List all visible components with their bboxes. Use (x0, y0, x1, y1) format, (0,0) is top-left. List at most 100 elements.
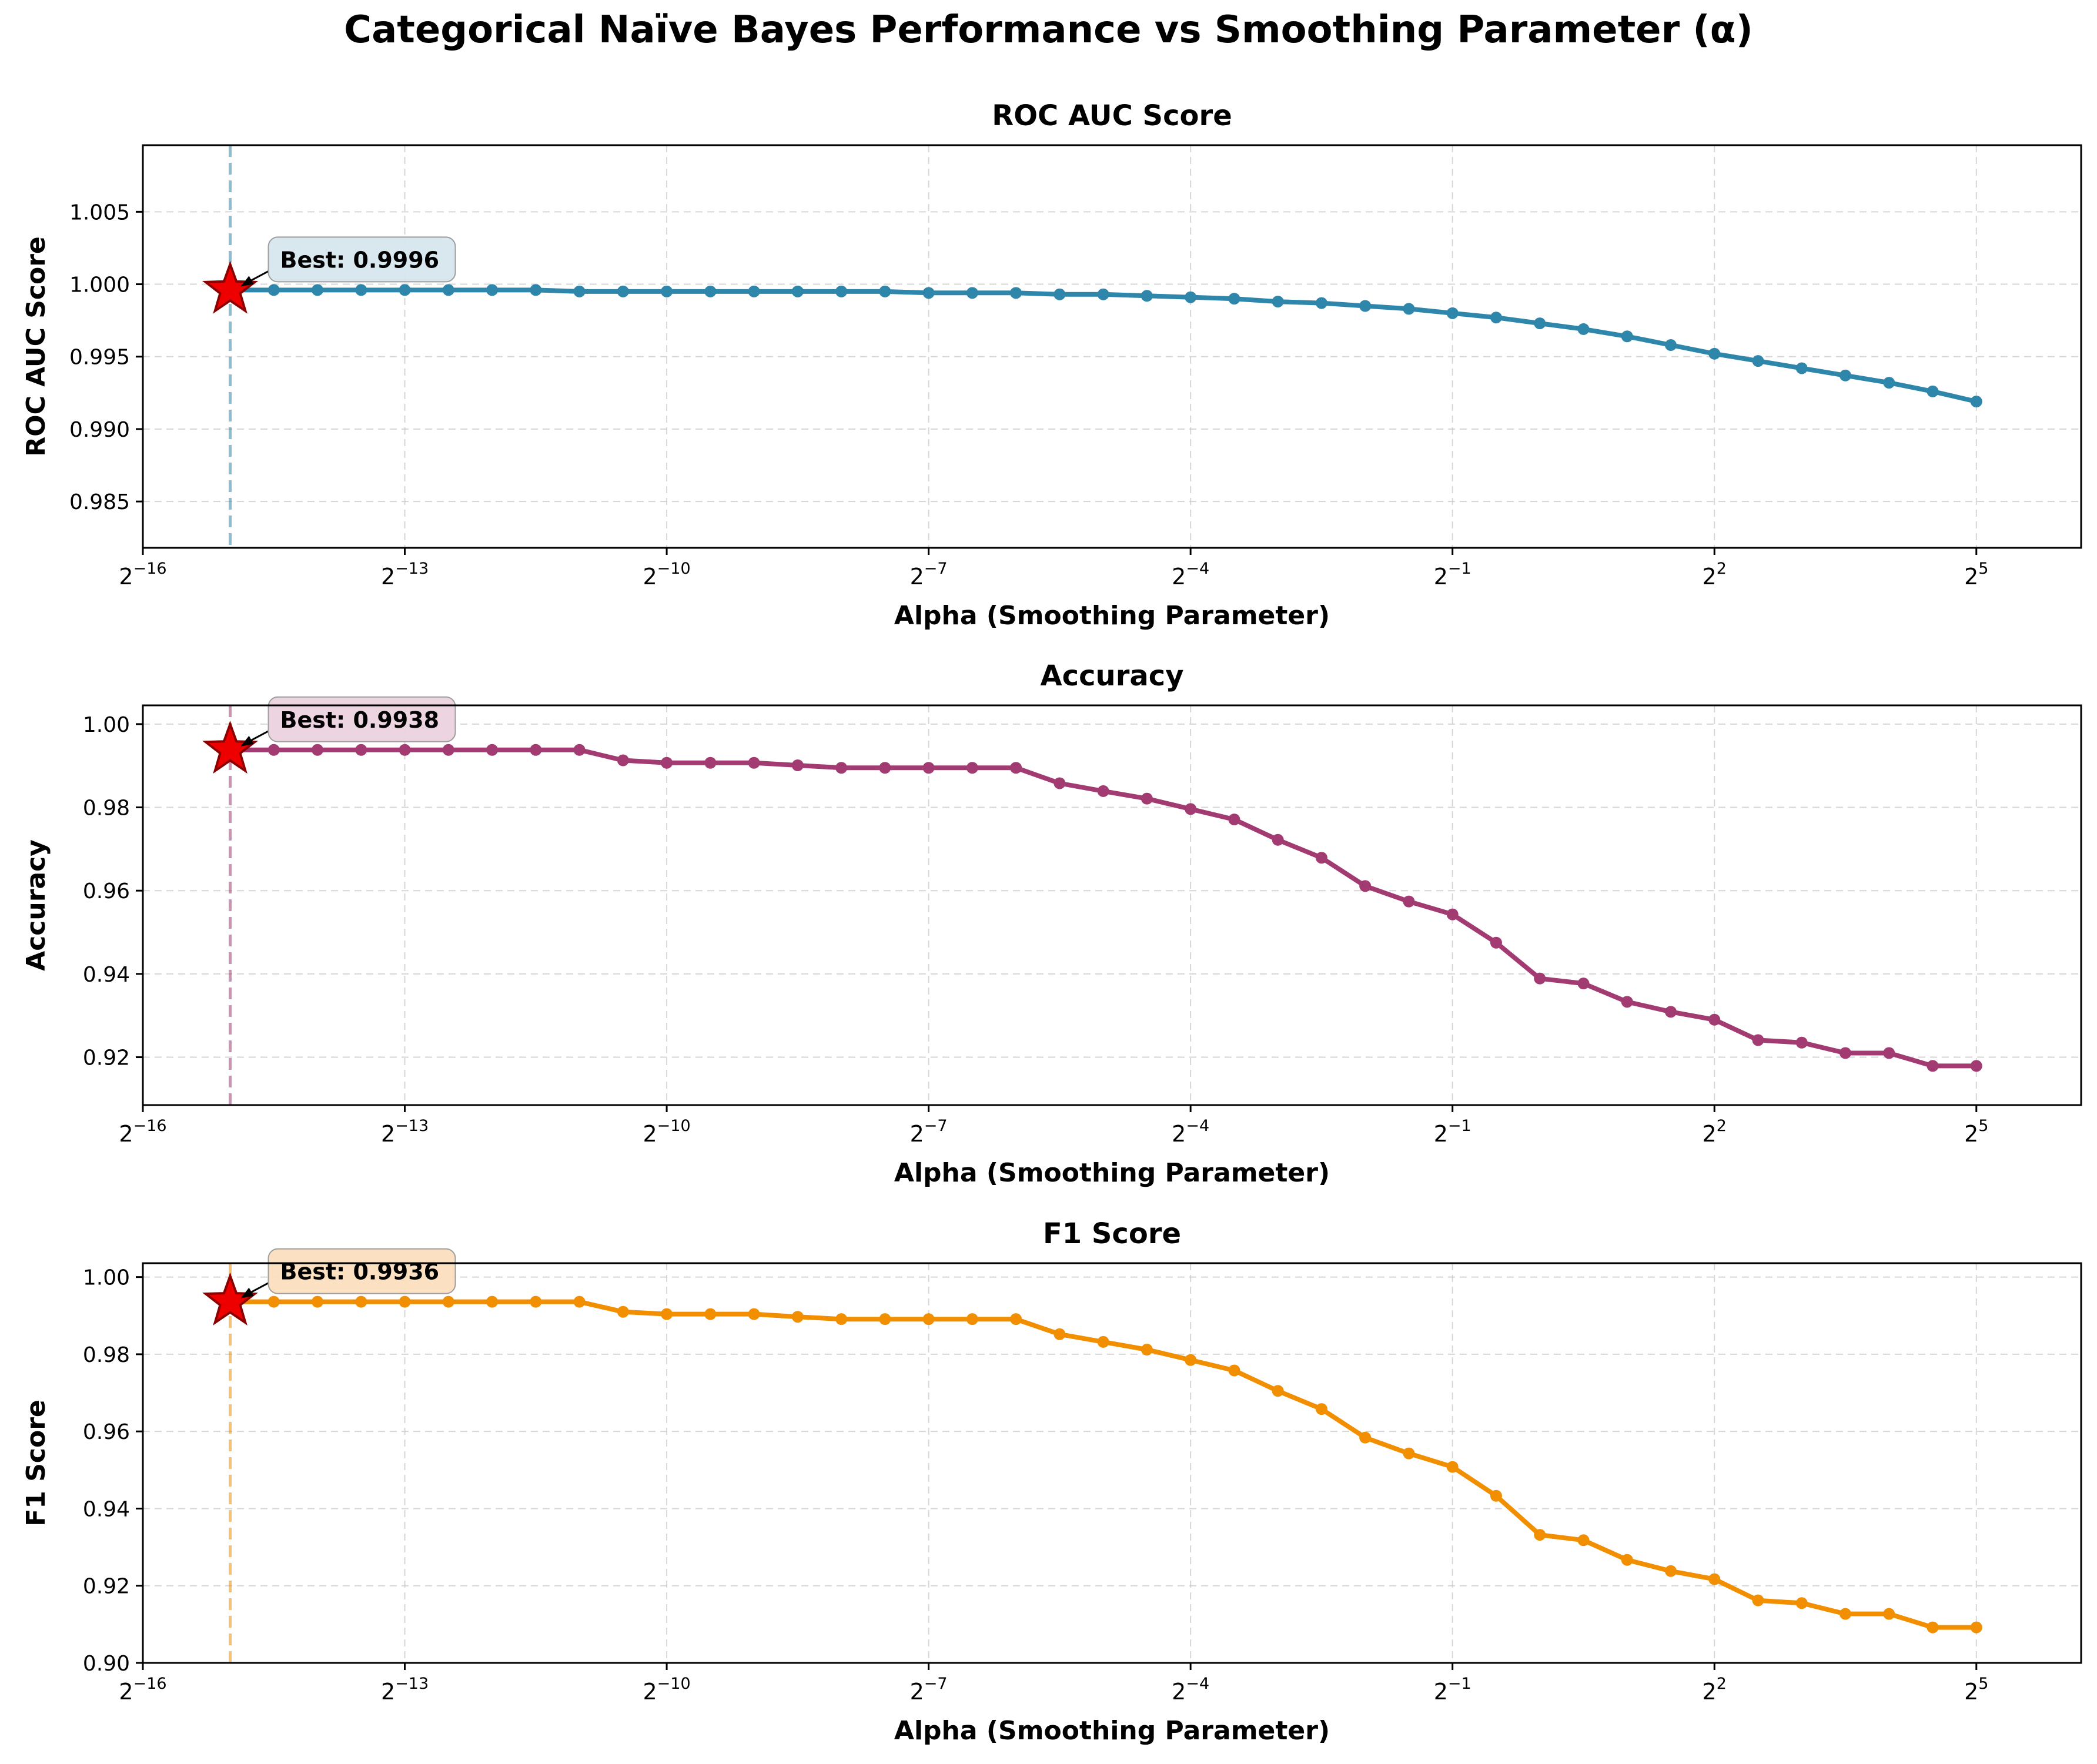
data-point (835, 1313, 848, 1325)
annotation-box (267, 236, 456, 283)
data-point (1446, 1461, 1459, 1473)
axes-frame (142, 1262, 2082, 1664)
y-tick-label: 1.00 (83, 1266, 130, 1290)
data-point (1927, 1060, 1939, 1072)
x-tick-label: 2−7 (910, 560, 948, 590)
best-star-marker (202, 1272, 259, 1325)
y-tick-label: 0.98 (83, 796, 130, 821)
y-tick-label: 0.985 (69, 490, 130, 514)
data-point (1359, 1431, 1372, 1444)
data-point (1010, 1313, 1022, 1325)
data-point (879, 1313, 891, 1325)
data-point (1272, 1385, 1284, 1397)
data-point (966, 762, 978, 774)
data-point (1446, 307, 1459, 319)
data-point (1272, 834, 1284, 846)
data-point (1621, 996, 1633, 1008)
data-point (1490, 312, 1502, 324)
data-point (1927, 385, 1939, 397)
y-axis-label: Accuracy (21, 839, 51, 971)
data-point (312, 1296, 324, 1308)
data-point (748, 757, 760, 769)
data-point (442, 1296, 454, 1308)
data-point (1359, 880, 1372, 892)
data-point (1708, 1013, 1721, 1026)
axes-frame (142, 704, 2082, 1106)
data-point (704, 757, 717, 769)
data-point (835, 285, 848, 297)
data-point (1490, 1489, 1502, 1502)
data-point (661, 285, 673, 297)
data-point (748, 1308, 760, 1320)
y-tick-label: 1.005 (69, 200, 130, 225)
data-point (1315, 1403, 1327, 1415)
data-point (442, 284, 454, 296)
x-tick-label: 2−16 (119, 1117, 166, 1147)
data-point (1534, 972, 1546, 985)
data-point (1927, 1621, 1939, 1634)
data-point (573, 285, 586, 297)
y-tick-label: 0.90 (83, 1652, 130, 1676)
data-point (966, 1313, 978, 1325)
x-tick-label: 25 (1964, 1117, 1988, 1147)
data-point (530, 744, 542, 756)
data-point (1403, 895, 1415, 908)
y-tick-label: 0.990 (69, 418, 130, 442)
data-point (748, 285, 760, 297)
y-tick-label: 0.92 (83, 1046, 130, 1070)
data-point (573, 744, 586, 756)
chart-title: ROC AUC Score (992, 99, 1232, 132)
data-point (1795, 1036, 1808, 1049)
x-tick-label: 2−10 (643, 560, 690, 590)
data-point (922, 762, 935, 774)
data-point (879, 285, 891, 297)
data-point (486, 1296, 499, 1308)
data-point (1752, 1594, 1764, 1606)
annotation-arrowhead (240, 1287, 254, 1298)
data-point (1883, 1608, 1895, 1620)
axes-frame (142, 144, 2082, 549)
data-point (1840, 1608, 1852, 1620)
data-point (312, 744, 324, 756)
x-tick-label: 2−7 (910, 1117, 948, 1147)
x-tick-label: 2−7 (910, 1675, 948, 1705)
data-point (1315, 297, 1327, 309)
data-point (1403, 1447, 1415, 1460)
data-point (1970, 1621, 1982, 1634)
data-point (966, 287, 978, 299)
data-point (1228, 814, 1240, 826)
data-point (1708, 1573, 1721, 1585)
data-point (1097, 288, 1109, 300)
data-point (1840, 369, 1852, 381)
data-point (1228, 293, 1240, 305)
data-point (1621, 330, 1633, 343)
figure-title: Categorical Naïve Bayes Performance vs S… (344, 8, 1753, 52)
data-point (1577, 978, 1590, 990)
data-point (704, 285, 717, 297)
y-axis-label: ROC AUC Score (21, 236, 51, 456)
data-point (835, 762, 848, 774)
data-point (355, 1296, 367, 1308)
y-tick-label: 1.00 (83, 713, 130, 737)
data-point (1490, 936, 1502, 949)
y-tick-label: 0.96 (83, 879, 130, 903)
data-point (1228, 1364, 1240, 1377)
data-point (442, 744, 454, 756)
data-point (573, 1296, 586, 1308)
best-annotation-label: Best: 0.9938 (280, 707, 440, 733)
data-point (1097, 785, 1109, 797)
data-point (1752, 1034, 1764, 1046)
x-tick-label: 2−10 (643, 1117, 690, 1147)
data-point (1185, 291, 1197, 303)
chart-panel-1: Accuracy Best: 0.9938 0.92 0.94 0.96 0.98 1.00… (21, 660, 2082, 1188)
data-point (1010, 287, 1022, 299)
data-point (355, 744, 367, 756)
data-point (617, 285, 629, 297)
data-point (399, 284, 411, 296)
data-point (1141, 792, 1153, 805)
data-point (791, 1311, 804, 1323)
chart-panel-0: ROC AUC Score Best: 0.9996 0.985 0.990 0.995… (21, 99, 2082, 631)
x-tick-label: 2−16 (119, 1675, 166, 1705)
data-point (267, 1296, 280, 1308)
